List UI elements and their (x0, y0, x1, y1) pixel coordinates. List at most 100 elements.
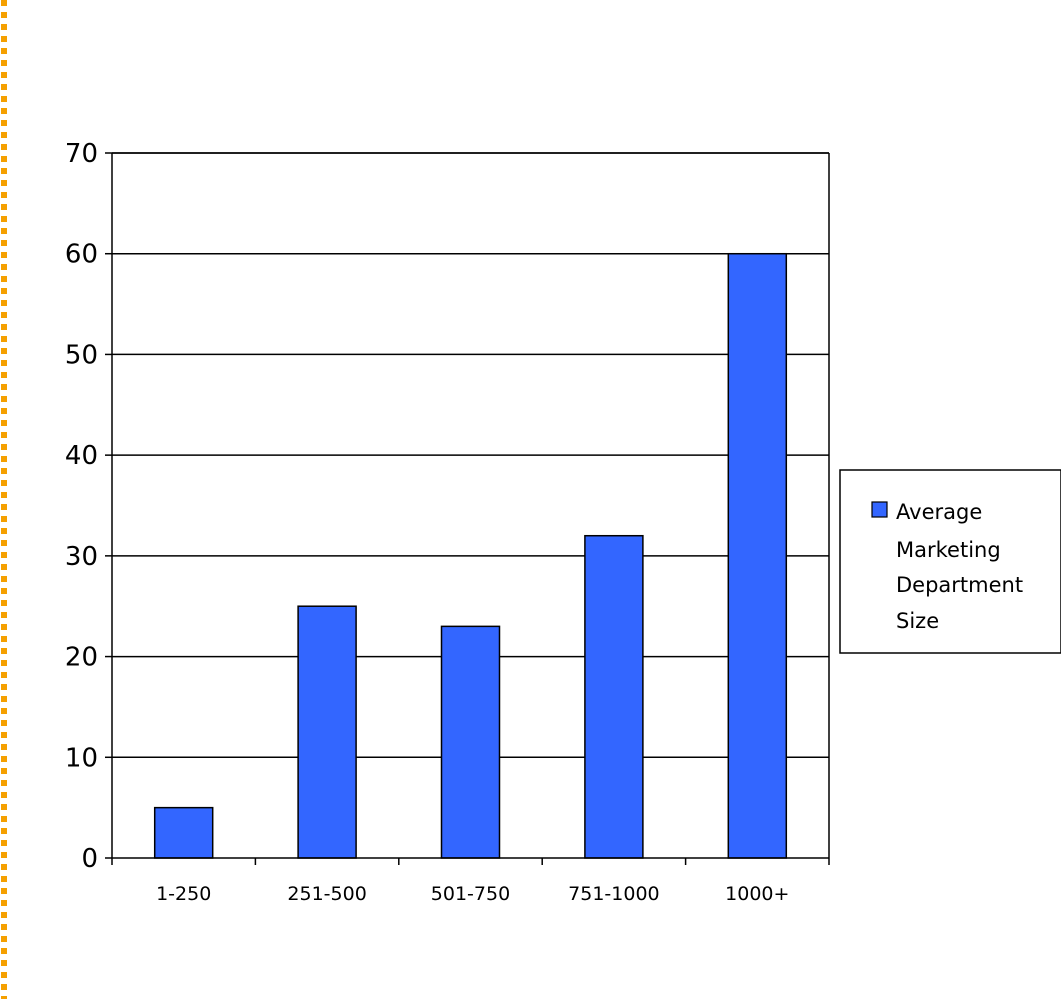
border-dot (1, 228, 7, 234)
border-dot (1, 900, 7, 906)
border-dot (1, 648, 7, 654)
y-tick-label: 40 (65, 441, 98, 471)
border-dot (1, 360, 7, 366)
border-dot (1, 972, 7, 978)
legend-swatch (871, 501, 888, 518)
border-dot (1, 792, 7, 798)
border-dot (1, 288, 7, 294)
border-dot (1, 252, 7, 258)
x-tick-label: 1-250 (156, 883, 211, 905)
legend-label-line-2: Marketing (896, 538, 1001, 562)
border-dot (1, 168, 7, 174)
border-dot (1, 444, 7, 450)
border-dot (1, 336, 7, 342)
border-dot (1, 912, 7, 918)
border-dot (1, 384, 7, 390)
border-dot (1, 828, 7, 834)
border-dot (1, 672, 7, 678)
border-dot (1, 804, 7, 810)
border-dot (1, 192, 7, 198)
border-dot (1, 768, 7, 774)
y-tick-label: 70 (65, 139, 98, 169)
border-dot (1, 216, 7, 222)
border-dot (1, 600, 7, 606)
y-tick-label: 30 (65, 542, 98, 572)
x-tick-label: 501-750 (431, 883, 510, 905)
border-dot (1, 24, 7, 30)
border-dot (1, 144, 7, 150)
border-dot (1, 720, 7, 726)
border-dot (1, 396, 7, 402)
border-dot (1, 960, 7, 966)
border-dot (1, 36, 7, 42)
legend-label-line-3: Department (896, 573, 1023, 597)
border-dot (1, 432, 7, 438)
legend-label-line-1: Average (896, 500, 982, 524)
border-dot (1, 504, 7, 510)
border-dot (1, 816, 7, 822)
border-dot (1, 564, 7, 570)
y-tick-labels: 0 10 20 30 40 50 60 70 (65, 139, 98, 874)
border-dot (1, 624, 7, 630)
border-dot (1, 348, 7, 354)
border-dot (1, 312, 7, 318)
x-tick-label: 1000+ (725, 883, 789, 905)
border-dot (1, 84, 7, 90)
border-dot (1, 936, 7, 942)
border-dot (1, 492, 7, 498)
border-dot (1, 888, 7, 894)
x-tick-labels: 1-250 251-500 501-750 751-1000 1000+ (156, 883, 789, 905)
x-tick-label: 751-1000 (568, 883, 659, 905)
border-dot (1, 948, 7, 954)
bar-251-500 (297, 605, 357, 859)
border-dot (1, 240, 7, 246)
border-dot (1, 984, 7, 990)
border-dot (1, 0, 7, 6)
legend-box (839, 469, 1061, 654)
border-dot (1, 204, 7, 210)
border-dot (1, 540, 7, 546)
border-dot (1, 456, 7, 462)
bar-501-750 (440, 625, 501, 859)
border-dot (1, 48, 7, 54)
border-dot (1, 324, 7, 330)
border-dot (1, 636, 7, 642)
border-dot (1, 840, 7, 846)
border-dot (1, 996, 7, 999)
border-dot (1, 300, 7, 306)
page-left-border (1, 0, 7, 999)
border-dot (1, 708, 7, 714)
border-dot (1, 480, 7, 486)
border-dot (1, 780, 7, 786)
border-dot (1, 588, 7, 594)
legend: Average Marketing Department Size (839, 469, 1061, 654)
border-dot (1, 276, 7, 282)
border-dot (1, 732, 7, 738)
border-dot (1, 744, 7, 750)
bar-1-250 (153, 806, 214, 859)
border-dot (1, 876, 7, 882)
y-tick-label: 0 (81, 844, 98, 874)
border-dot (1, 468, 7, 474)
border-dot (1, 516, 7, 522)
y-tick-label: 20 (65, 643, 98, 673)
border-dot (1, 12, 7, 18)
border-dot (1, 408, 7, 414)
border-dot (1, 864, 7, 870)
border-dot (1, 756, 7, 762)
border-dot (1, 108, 7, 114)
border-dot (1, 528, 7, 534)
y-tick-label: 50 (65, 340, 98, 370)
border-dot (1, 420, 7, 426)
x-tick-label: 251-500 (287, 883, 366, 905)
border-dot (1, 132, 7, 138)
border-dot (1, 684, 7, 690)
border-dot (1, 552, 7, 558)
border-dot (1, 180, 7, 186)
border-dot (1, 696, 7, 702)
bar-1000+ (727, 252, 788, 859)
border-dot (1, 372, 7, 378)
legend-label-line-4: Size (896, 609, 939, 633)
border-dot (1, 852, 7, 858)
